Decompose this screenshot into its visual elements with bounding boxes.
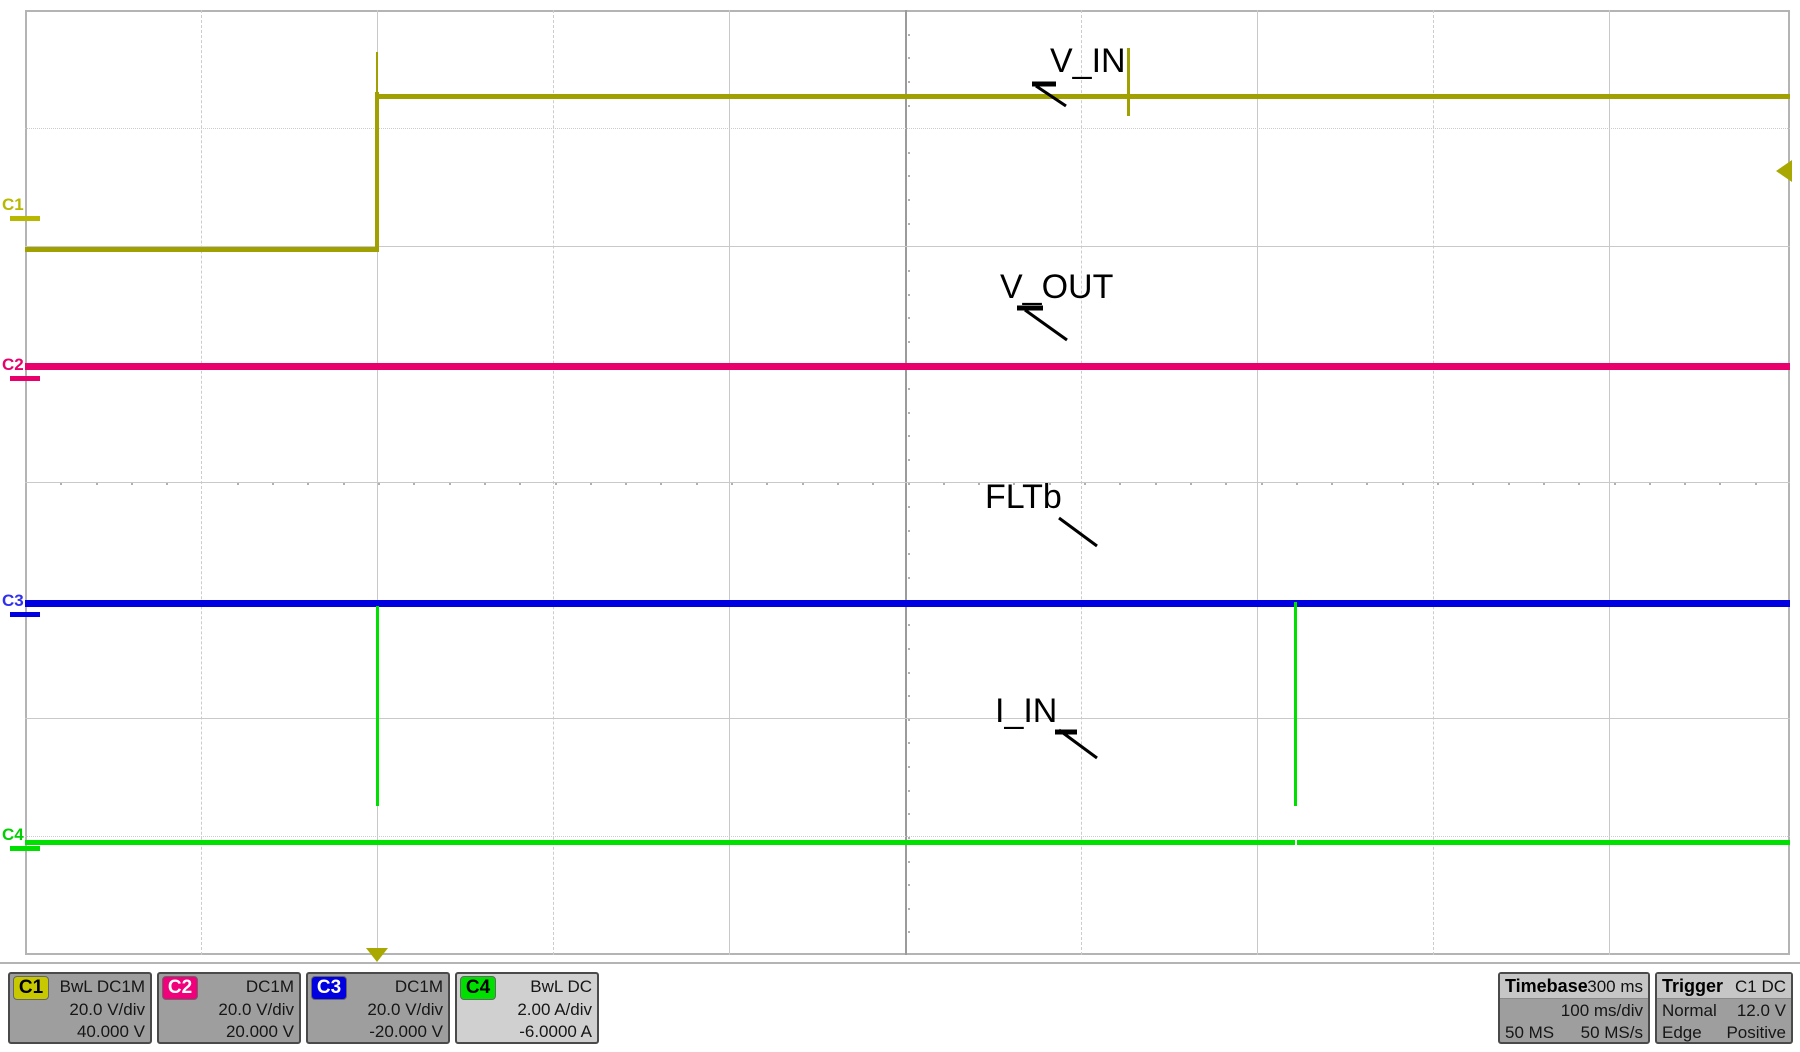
annotation-i-in: I_IN: [995, 692, 1057, 731]
channel-marker-c1[interactable]: C1: [2, 195, 40, 221]
channel-tag-c2-label: C2: [167, 977, 193, 998]
channel-scale-c3: 20.0 V/div: [367, 1000, 443, 1019]
channel-marker-c3[interactable]: C3: [2, 591, 40, 617]
channel-marker-c4-bar: [10, 846, 40, 851]
trigger-slope: Positive: [1726, 1023, 1786, 1042]
channel-offset-c1: 40.000 V: [76, 1022, 145, 1041]
channel-offset-c2: 20.000 V: [225, 1022, 294, 1041]
graticule-frame-bottom: [25, 953, 1790, 955]
channel-marker-c4[interactable]: C4: [2, 825, 40, 851]
channel-coupling-c2: DC1M: [245, 977, 294, 996]
timebase-delay: -300 ms: [1581, 977, 1643, 996]
annotation-v-out: V_OUT: [1000, 268, 1113, 307]
timebase-scale: 100 ms/div: [1560, 1001, 1643, 1020]
trigger-level-marker[interactable]: [1776, 160, 1792, 182]
channel-panel-c1[interactable]: C1 BwL DC1M 20.0 V/div 40.000 V: [8, 972, 152, 1044]
annotation-fltb-pointer: [1058, 516, 1098, 548]
channel-scale-c1: 20.0 V/div: [69, 1000, 145, 1019]
annotation-v-in-pointer: [1032, 81, 1067, 108]
annotation-fltb: FLTb: [985, 478, 1062, 517]
status-bar: C1 BwL DC1M 20.0 V/div 40.000 V C2 DC1M …: [0, 962, 1800, 1052]
channel-coupling-c1: BwL DC1M: [59, 977, 145, 996]
channel-offset-c4: -6.0000 A: [519, 1022, 592, 1041]
grid-hline-6: [25, 718, 1790, 719]
annotation-i-in-pointer: [1055, 728, 1098, 760]
timebase-header: [1500, 974, 1648, 999]
channel-panel-c3[interactable]: C3 DC1M 20.0 V/div -20.000 V: [306, 972, 450, 1044]
grid-hline-7: [25, 836, 1790, 838]
channel-coupling-c4: BwL DC: [530, 977, 592, 996]
annotation-v-in: V_IN: [1050, 42, 1126, 81]
channel-marker-c4-label: C4: [2, 825, 24, 844]
channel-scale-c4: 2.00 A/div: [517, 1000, 592, 1019]
timebase-sample-rate: 50 MS/s: [1580, 1023, 1643, 1042]
channel-tag-c1-label: C1: [18, 977, 44, 998]
channel-tag-c3[interactable]: C3: [311, 976, 347, 1000]
trigger-level: 12.0 V: [1736, 1001, 1786, 1020]
channel-tag-c4-label: C4: [465, 977, 491, 998]
channel-panel-c2[interactable]: C2 DC1M 20.0 V/div 20.000 V: [157, 972, 301, 1044]
timebase-panel[interactable]: Timebase -300 ms 100 ms/div 50 MS 50 MS/…: [1498, 972, 1650, 1044]
channel-coupling-c3: DC1M: [394, 977, 443, 996]
channel-tag-c1[interactable]: C1: [13, 976, 49, 1000]
channel-marker-c3-bar: [10, 612, 40, 617]
channel-scale-c2: 20.0 V/div: [218, 1000, 294, 1019]
channel-marker-c3-label: C3: [2, 591, 24, 610]
channel-offset-c3: -20.000 V: [369, 1022, 443, 1041]
waveform-graticule[interactable]: [25, 10, 1790, 955]
grid-hline-1: [25, 128, 1790, 130]
trigger-header: [1657, 974, 1791, 999]
grid-hline-4: [25, 482, 1790, 483]
annotation-v-out-text: V_OUT: [1000, 268, 1114, 306]
channel-tag-c3-label: C3: [316, 977, 342, 998]
channel-marker-c1-bar: [10, 216, 40, 221]
channel-panel-c4[interactable]: C4 BwL DC 2.00 A/div -6.0000 A: [455, 972, 599, 1044]
annotation-fltb-text: FLTb: [985, 478, 1062, 516]
trigger-mode: Normal: [1662, 1001, 1717, 1020]
trigger-source: C1 DC: [1734, 977, 1786, 996]
trigger-type: Edge: [1662, 1023, 1702, 1042]
annotation-i-in-text: I_IN: [995, 692, 1058, 730]
channel-marker-c2-label: C2: [2, 355, 24, 374]
channel-marker-c1-label: C1: [2, 195, 24, 214]
annotation-v-out-pointer: [1017, 305, 1068, 342]
trigger-position-marker[interactable]: [366, 948, 388, 962]
trigger-title: Trigger: [1662, 976, 1724, 996]
trigger-panel[interactable]: Trigger C1 DC Normal 12.0 V Edge Positiv…: [1655, 972, 1793, 1044]
timebase-title: Timebase: [1505, 976, 1588, 996]
channel-marker-c2-bar: [10, 376, 40, 381]
graticule-frame-top: [25, 10, 1790, 12]
grid-hline-2: [25, 246, 1790, 247]
annotation-v-in-text: V_IN: [1050, 42, 1126, 80]
channel-tag-c2[interactable]: C2: [162, 976, 198, 1000]
channel-marker-c2[interactable]: C2: [2, 355, 40, 381]
timebase-memory: 50 MS: [1505, 1023, 1555, 1042]
channel-tag-c4[interactable]: C4: [460, 976, 496, 1000]
